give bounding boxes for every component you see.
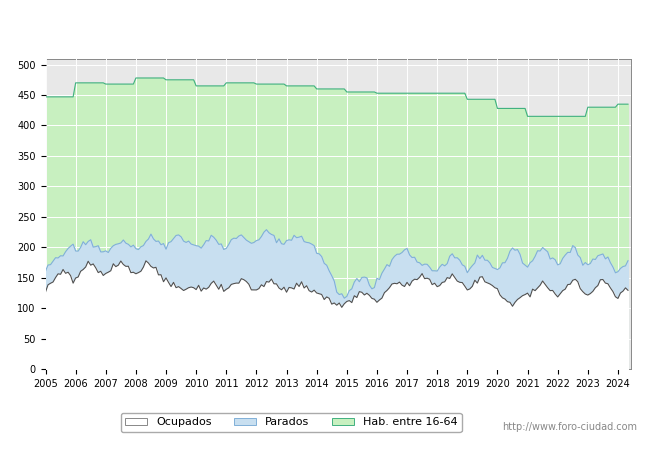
- Legend: Ocupados, Parados, Hab. entre 16-64: Ocupados, Parados, Hab. entre 16-64: [121, 413, 462, 432]
- Text: San Esteban del Valle - Evolucion de la poblacion en edad de Trabajar Mayo de 20: San Esteban del Valle - Evolucion de la …: [75, 21, 575, 33]
- Text: http://www.foro-ciudad.com: http://www.foro-ciudad.com: [502, 422, 637, 432]
